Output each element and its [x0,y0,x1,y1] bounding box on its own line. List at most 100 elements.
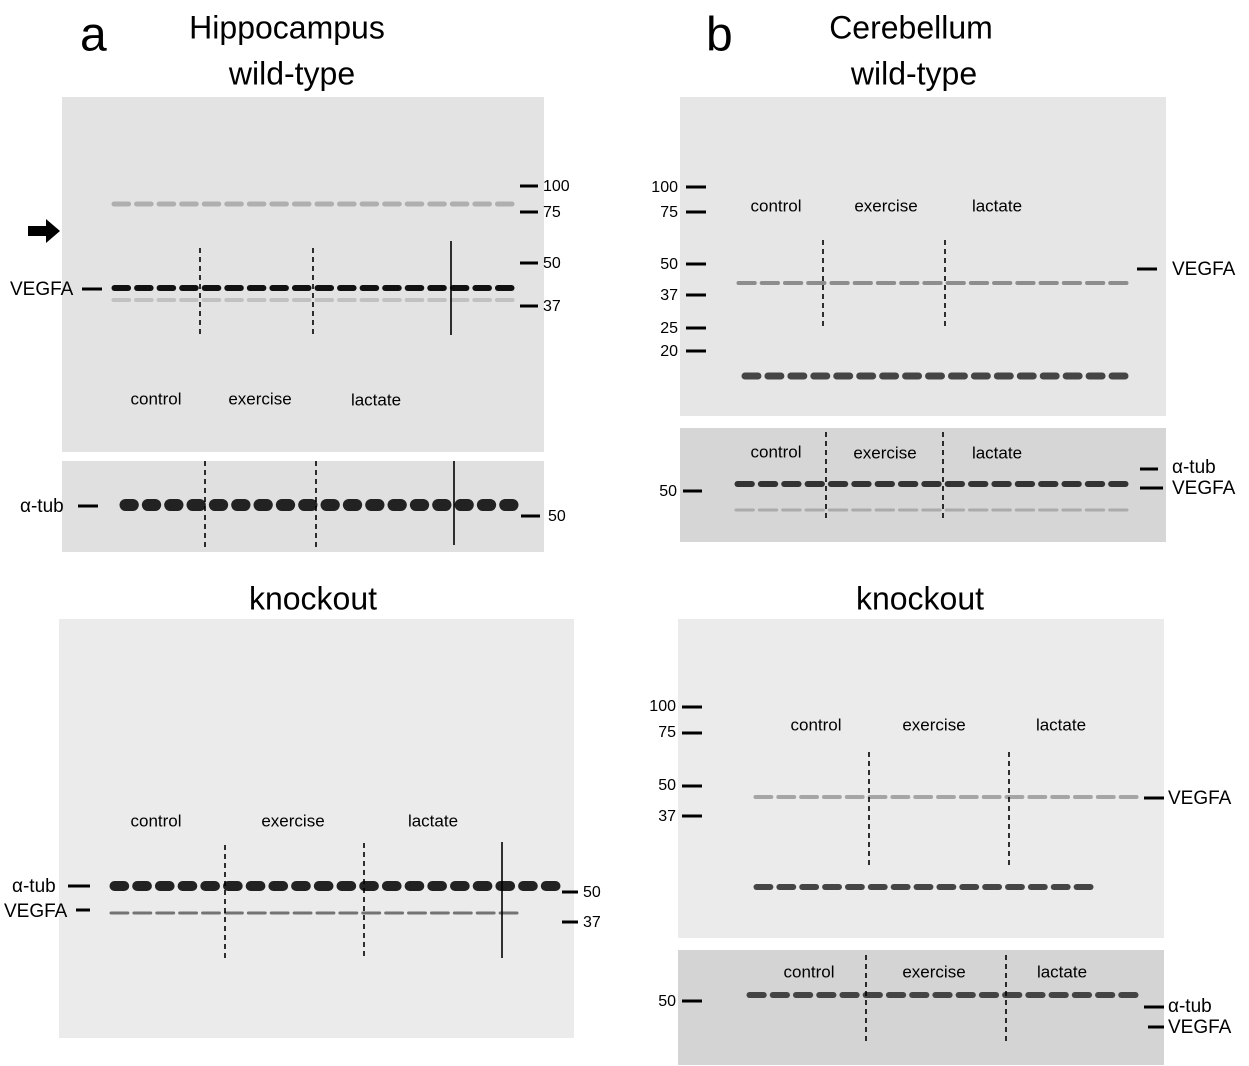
band [494,298,515,302]
marker-label: 50 [659,483,677,500]
band [201,911,221,915]
band [224,285,244,291]
band [336,881,357,891]
band [1016,372,1037,380]
band [382,285,402,291]
band [314,298,335,302]
band [268,881,289,891]
marker-label: 50 [658,777,676,794]
band [495,881,516,891]
band [1108,508,1129,512]
band [269,911,290,915]
band [867,795,888,799]
band-label: VEGFA [1172,259,1236,280]
band [404,881,425,891]
band [897,481,919,487]
band [132,911,153,915]
band [208,499,229,511]
band [472,298,492,302]
band [991,481,1012,487]
band [154,881,175,891]
band [899,281,920,285]
band [804,481,825,487]
band-label: α-tub [12,876,56,897]
marker-label: 100 [649,698,676,715]
band [736,281,757,285]
band [315,911,336,915]
band [1085,372,1106,380]
band [449,285,470,291]
band [799,795,819,799]
band [844,884,865,890]
band-label: VEGFA [4,901,68,922]
band [109,881,130,891]
band [223,881,243,891]
band [177,881,198,891]
band [540,881,561,891]
group-label: control [130,811,181,830]
bands [109,201,1139,998]
band [867,884,888,890]
band [179,285,199,291]
band [427,201,447,207]
band [156,285,177,291]
band [1050,795,1071,799]
band [472,201,492,207]
band [291,285,312,291]
band [475,911,496,915]
band [897,508,919,512]
band [827,508,849,512]
marker-label: 75 [543,204,561,221]
panel-title: Hippocampus [189,9,385,45]
band [776,795,797,799]
band [1095,992,1116,998]
band [359,881,379,891]
band [781,508,802,512]
band [224,298,244,302]
band [981,795,1002,799]
band [404,298,425,302]
band [365,499,385,511]
band [932,992,953,998]
band [320,499,340,511]
band [382,298,402,302]
band [1061,481,1082,487]
band [338,911,359,915]
band [449,201,470,207]
band [246,911,267,915]
band [792,992,814,998]
band [134,201,154,207]
band [1048,992,1069,998]
band [387,499,407,511]
blot [59,619,574,1038]
band [313,881,334,891]
band [851,481,872,487]
band [902,372,923,380]
band [201,298,222,302]
band [291,881,311,891]
band [472,285,492,291]
band [1005,884,1025,890]
band [776,884,797,890]
band [382,201,402,207]
band [111,285,132,291]
panel-letter: b [706,9,733,62]
band-label: α-tub [1168,996,1212,1017]
band [381,881,402,891]
band [921,481,942,487]
band-label: VEGFA [1168,1017,1232,1038]
band [269,201,289,207]
band [764,372,785,380]
band [359,285,380,291]
band [179,298,199,302]
band [1085,281,1106,285]
band [164,499,184,511]
band [968,281,990,285]
band [337,201,357,207]
band [1073,884,1094,890]
band [992,281,1013,285]
subtitle: wild-type [228,55,355,91]
band [925,372,945,380]
marker-label: 37 [543,298,561,315]
band [454,499,474,511]
